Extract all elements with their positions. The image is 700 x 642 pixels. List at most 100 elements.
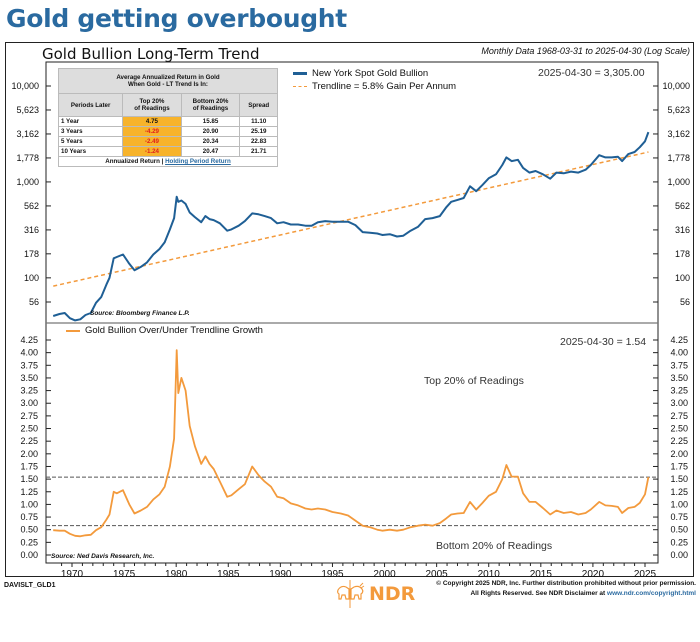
ndr-logo: NDR — [335, 580, 415, 608]
cell-bottom: 15.85 — [180, 116, 241, 127]
legend-label-gold: New York Spot Gold Bullion — [312, 68, 429, 79]
legend-swatch-solid-line — [293, 72, 307, 75]
holding-period-return-link[interactable]: Holding Period Return — [165, 158, 231, 165]
chart-subtitle: Monthly Data 1968-03-31 to 2025-04-30 (L… — [481, 46, 690, 56]
copyright-line2-wrap: All Rights Reserved. See NDR Disclaimer … — [436, 589, 696, 599]
y-tick-label: 5,623 — [667, 105, 690, 115]
returns-table-title-line1: Average Annualized Return in Gold — [116, 74, 220, 81]
y-tick-label: 0.50 — [20, 525, 38, 535]
legend-item-trendline: Trendline = 5.8% Gain Per Annum — [293, 80, 456, 93]
x-tick-label: 2015 — [530, 569, 553, 580]
y-tick-label: 0.75 — [670, 512, 688, 522]
y-tick-label: 56 — [29, 297, 39, 307]
copyright-notice: © Copyright 2025 NDR, Inc. Further distr… — [436, 579, 696, 599]
y-tick-label: 2.50 — [670, 424, 688, 434]
col-header-spread: Spread — [239, 93, 278, 117]
x-tick-label: 2020 — [582, 569, 605, 580]
bottom-band-label: Bottom 20% of Readings — [436, 540, 553, 552]
cell-spread: 11.10 — [239, 116, 278, 127]
table-row: 10 Years -1.24 20.47 21.71 — [57, 146, 278, 157]
legend-swatch-orange-line — [66, 329, 80, 332]
y-tick-label: 2.00 — [670, 449, 688, 459]
x-tick-label: 1990 — [269, 569, 292, 580]
y-tick-label: 562 — [675, 201, 690, 211]
returns-table-title: Average Annualized Return in Gold When G… — [58, 68, 278, 94]
y-tick-label: 4.25 — [670, 335, 688, 345]
y-tick-label: 316 — [24, 225, 39, 235]
cell-spread: 21.71 — [239, 146, 278, 157]
table-row: 1 Year 4.75 15.85 11.10 — [57, 116, 278, 127]
chart-title: Gold Bullion Long-Term Trend — [42, 45, 260, 63]
y-tick-label: 10,000 — [662, 81, 690, 91]
cell-period: 10 Years — [57, 146, 124, 157]
y-tick-label: 1.75 — [670, 461, 688, 471]
lower-latest-value: 2025-04-30 = 1.54 — [560, 336, 647, 348]
y-tick-label: 1.50 — [20, 474, 38, 484]
y-tick-label: 1.75 — [20, 461, 38, 471]
y-tick-label: 1,000 — [667, 177, 690, 187]
cell-spread: 22.83 — [239, 136, 278, 147]
upper-source: Source: Bloomberg Finance L.P. — [90, 310, 190, 317]
x-tick-label: 1995 — [321, 569, 344, 580]
y-tick-label: 0.00 — [20, 550, 38, 560]
x-tick-label: 1970 — [61, 569, 84, 580]
lower-y-axis-left: 0.00 0.25 0.50 0.75 1.00 1.25 1.50 1.75 2.00 2.25… — [20, 335, 51, 560]
col-header-top-line2: of Readings — [134, 105, 170, 112]
returns-table-title-line2: When Gold - LT Trend Is In: — [128, 81, 208, 88]
legend-label-ratio: Gold Bullion Over/Under Trendline Growth — [85, 325, 263, 336]
col-header-bottom: Bottom 20% of Readings — [180, 93, 241, 117]
lower-source: Source: Ned Davis Research, Inc. — [51, 553, 155, 560]
y-tick-label: 2.50 — [20, 424, 38, 434]
returns-table-footer: Annualized Return | Holding Period Retur… — [58, 156, 278, 167]
y-tick-label: 2.25 — [670, 436, 688, 446]
y-tick-label: 3,162 — [16, 129, 39, 139]
y-tick-label: 4.00 — [670, 348, 688, 358]
returns-table: Average Annualized Return in Gold When G… — [57, 68, 278, 167]
y-tick-label: 178 — [675, 249, 690, 259]
x-tick-label: 1975 — [113, 569, 136, 580]
trend-ratio-line — [53, 349, 650, 538]
y-tick-label: 4.00 — [20, 348, 38, 358]
col-header-top-line1: Top 20% — [139, 98, 165, 105]
bull-bear-icon — [337, 580, 365, 608]
y-tick-label: 3.00 — [20, 398, 38, 408]
y-tick-label: 4.25 — [20, 335, 38, 345]
y-tick-label: 2.00 — [20, 449, 38, 459]
x-tick-label: 2005 — [426, 569, 449, 580]
y-tick-label: 3,162 — [667, 129, 690, 139]
y-tick-label: 562 — [24, 201, 39, 211]
copyright-line1: © Copyright 2025 NDR, Inc. Further distr… — [436, 580, 696, 587]
cell-top: -2.49 — [122, 136, 182, 147]
y-tick-label: 2.75 — [670, 411, 688, 421]
y-tick-label: 316 — [675, 225, 690, 235]
page-headline: Gold getting overbought — [6, 4, 347, 33]
x-axis: 1970 1975 1980 1985 1990 1995 2000 2005 2010 2015… — [61, 563, 657, 580]
y-tick-label: 10,000 — [11, 81, 39, 91]
y-tick-label: 1,000 — [16, 177, 39, 187]
cell-period: 3 Years — [57, 126, 124, 137]
y-tick-label: 0.75 — [20, 512, 38, 522]
col-header-bottom-line2: of Readings — [192, 105, 229, 112]
copyright-link[interactable]: www.ndr.com/copyright.html — [607, 590, 696, 597]
y-tick-label: 3.25 — [670, 386, 688, 396]
gold-price-line — [52, 131, 650, 322]
table-row: 5 Years -2.49 20.34 22.83 — [57, 136, 278, 147]
y-tick-label: 1,778 — [667, 153, 690, 163]
copyright-line2: All Rights Reserved. See NDR Disclaimer … — [470, 590, 608, 597]
upper-legend: New York Spot Gold Bullion Trendline = 5… — [293, 67, 456, 93]
y-tick-label: 1.00 — [20, 499, 38, 509]
y-tick-label: 178 — [24, 249, 39, 259]
cell-period: 1 Year — [57, 116, 124, 127]
cell-bottom: 20.34 — [180, 136, 241, 147]
y-tick-label: 3.00 — [670, 398, 688, 408]
legend-item-gold: New York Spot Gold Bullion — [293, 67, 456, 80]
legend-item-ratio: Gold Bullion Over/Under Trendline Growth — [66, 324, 263, 337]
cell-top: -1.24 — [122, 146, 182, 157]
y-tick-label: 1.50 — [670, 474, 688, 484]
cell-bottom: 20.90 — [180, 126, 241, 137]
threshold-lines — [46, 476, 658, 527]
cell-period: 5 Years — [57, 136, 124, 147]
upper-y-axis-right: 56 100 178 316 562 1,000 1,778 3,162 5,623 10,000 — [653, 81, 690, 307]
y-tick-label: 3.50 — [20, 373, 38, 383]
